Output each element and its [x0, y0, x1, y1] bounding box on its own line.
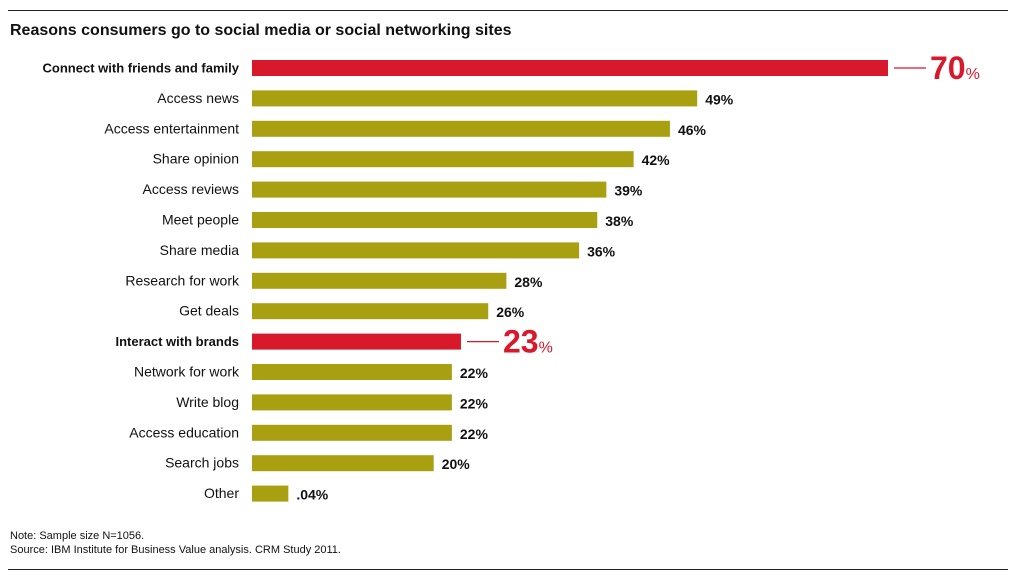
bar	[252, 424, 452, 441]
sample-note: Note: Sample size N=1056.	[10, 530, 145, 542]
category-label: Get deals	[179, 303, 239, 319]
category-label: Share media	[160, 242, 240, 258]
bar	[252, 394, 452, 411]
source-note: Source: IBM Institute for Business Value…	[10, 544, 341, 556]
category-label: Write blog	[176, 394, 239, 410]
bar	[252, 120, 670, 137]
value-label: 46%	[678, 122, 707, 138]
value-label: 23%	[503, 324, 553, 360]
category-label: Connect with friends and family	[43, 61, 240, 76]
value-label: 42%	[642, 152, 671, 168]
bar	[252, 212, 598, 228]
category-label: Other	[204, 485, 239, 501]
bar	[252, 364, 452, 380]
category-label: Access education	[129, 424, 239, 440]
category-label: Search jobs	[165, 455, 239, 471]
bar	[252, 272, 507, 289]
category-label: Meet people	[162, 212, 239, 228]
value-label: 22%	[460, 426, 489, 442]
chart-title: Reasons consumers go to social media or …	[10, 22, 512, 39]
bar	[252, 181, 607, 198]
category-label: Share opinion	[153, 151, 239, 167]
bar	[252, 60, 888, 76]
bar	[252, 151, 634, 168]
category-label: Access news	[157, 90, 239, 106]
value-label: 26%	[496, 304, 525, 320]
value-label: 38%	[605, 213, 634, 229]
bar	[252, 333, 461, 350]
value-label: 22%	[460, 395, 489, 411]
value-label: 22%	[460, 365, 489, 381]
bar	[252, 455, 434, 472]
category-label: Research for work	[125, 272, 240, 288]
bar	[252, 485, 289, 502]
category-label: Access entertainment	[104, 120, 239, 136]
value-label: 28%	[514, 274, 543, 290]
category-label: Interact with brands	[115, 334, 239, 349]
value-label: 36%	[587, 243, 616, 259]
value-label: 20%	[442, 456, 471, 472]
top-rule	[8, 10, 1008, 11]
value-label: 49%	[705, 91, 734, 107]
bar	[252, 90, 698, 107]
category-label: Access reviews	[143, 181, 239, 197]
bar	[252, 242, 580, 259]
value-label: 70%	[930, 50, 980, 86]
value-label: 39%	[614, 183, 643, 199]
bar	[252, 303, 489, 320]
value-label: .04%	[296, 487, 328, 503]
category-label: Network for work	[134, 364, 240, 380]
bottom-rule	[8, 569, 1008, 570]
